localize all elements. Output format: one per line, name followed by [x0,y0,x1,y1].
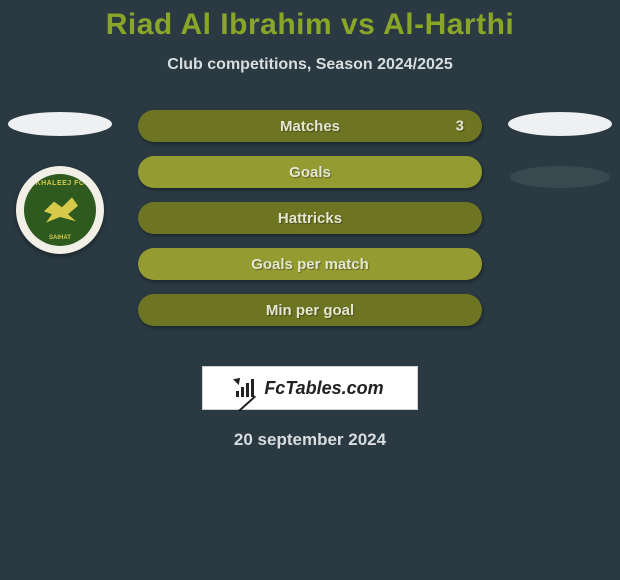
stat-value: 3 [456,118,464,135]
stat-row-hattricks: Hattricks [138,202,482,234]
logo-bars-icon [236,379,256,397]
stat-row-goals: Goals [138,156,482,188]
right-player-column [500,110,620,188]
left-ellipse-top [8,112,112,136]
page-title: Riad Al Ibrahim vs Al-Harthi [106,8,515,42]
stat-label: Matches [280,118,340,135]
stat-row-matches: Matches 3 [138,110,482,142]
left-club-badge: KHALEEJ FC SAIHAT [16,166,104,254]
club-badge-text-top: KHALEEJ FC [24,180,96,187]
date-text: 20 september 2024 [234,430,386,450]
club-badge-text-bottom: SAIHAT [24,235,96,241]
stats-area: KHALEEJ FC SAIHAT Matches 3 Goals Hattri… [0,110,620,350]
stat-row-goals-per-match: Goals per match [138,248,482,280]
subtitle: Club competitions, Season 2024/2025 [167,56,452,74]
club-badge-graphic: KHALEEJ FC SAIHAT [24,174,96,246]
stat-label: Goals [289,164,331,181]
infographic-root: Riad Al Ibrahim vs Al-Harthi Club compet… [0,0,620,450]
right-ellipse-bottom [510,166,610,188]
left-player-column: KHALEEJ FC SAIHAT [0,110,120,254]
stat-row-min-per-goal: Min per goal [138,294,482,326]
logo-text: FcTables.com [264,378,383,399]
fctables-logo: FcTables.com [202,366,418,410]
stats-column: Matches 3 Goals Hattricks Goals per matc… [138,110,482,326]
stat-label: Min per goal [266,302,354,319]
stat-label: Goals per match [251,256,369,273]
stat-label: Hattricks [278,210,342,227]
right-ellipse-top [508,112,612,136]
